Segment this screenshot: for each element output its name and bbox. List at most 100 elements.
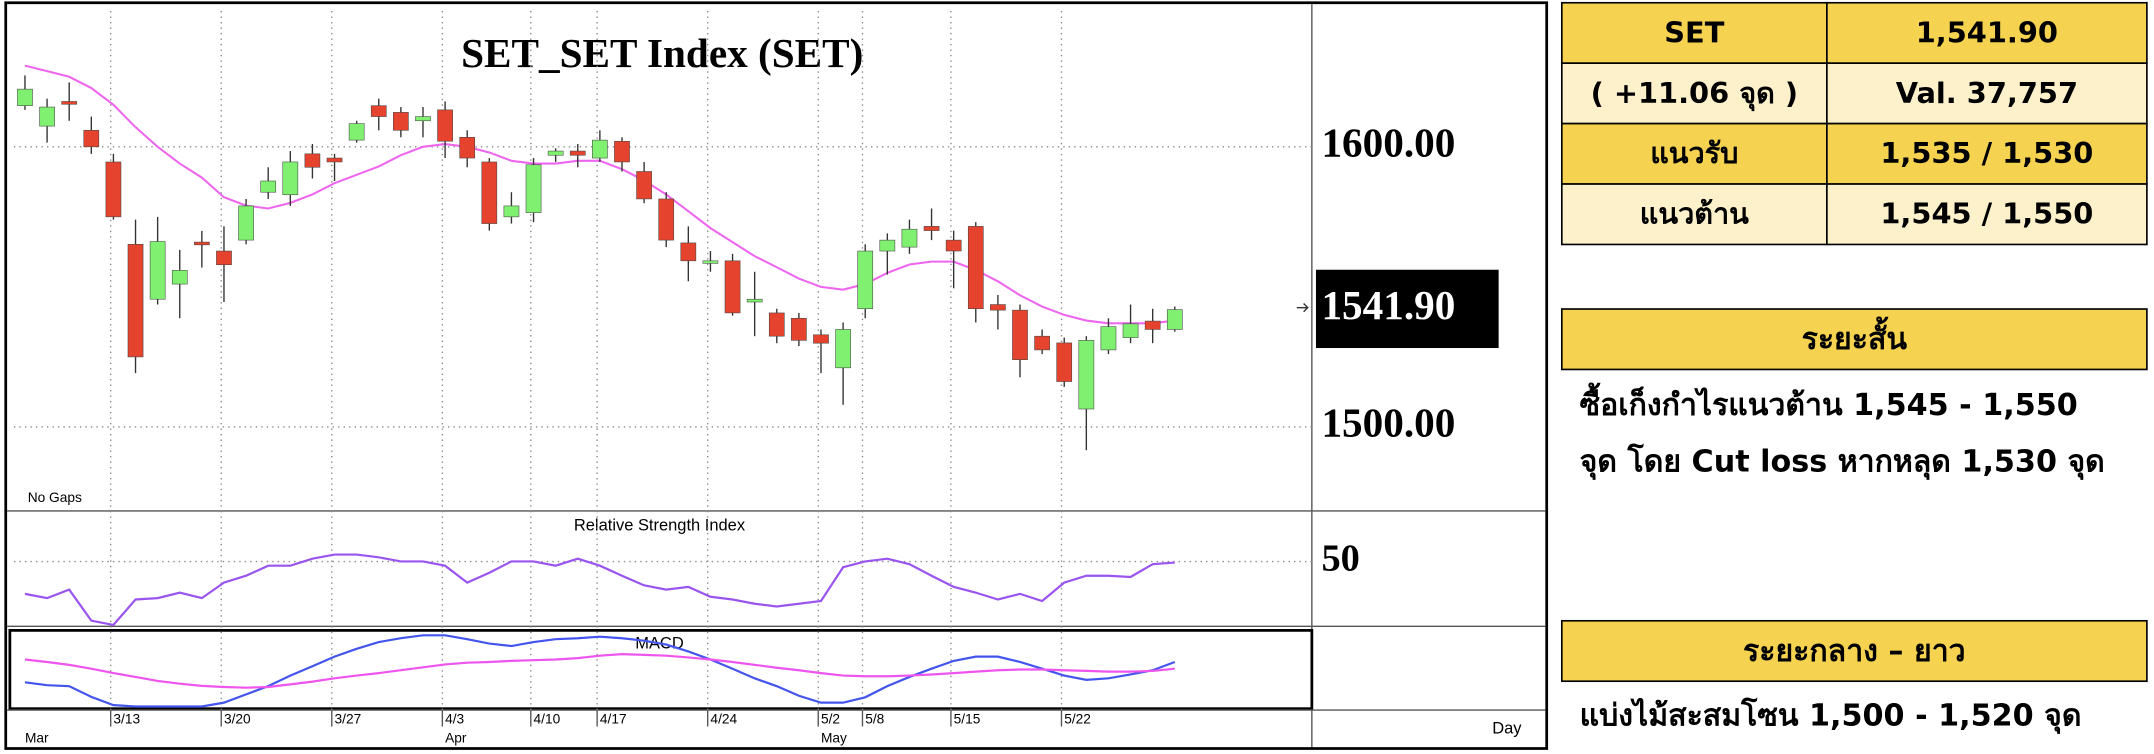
table-cell: [1826, 1, 2148, 65]
candle-body: [282, 161, 299, 196]
candle-body: [105, 161, 122, 218]
table-cell: [1826, 183, 2148, 246]
section-text: จุด โดย Cut loss หากหลุด 1,530 จุด: [1580, 442, 2105, 480]
table-text: 1,535 / 1,530: [1880, 136, 2093, 170]
price-pointer: [1296, 303, 1309, 313]
chart-frame: [4, 1, 1549, 750]
candle-body: [1144, 320, 1161, 330]
y-tick-label: 1600.00: [1321, 119, 1455, 165]
candle-body: [636, 171, 652, 200]
candle-body: [83, 130, 100, 148]
candle-body: [967, 226, 984, 310]
section-header: [1560, 308, 2148, 371]
candle-body: [393, 112, 409, 131]
candle-body: [857, 250, 874, 310]
candle-body: [1166, 309, 1183, 330]
x-tick-label: 4/24: [710, 711, 737, 726]
candle-body: [945, 239, 962, 252]
chart-title: SET_SET Index (SET): [461, 30, 863, 77]
x-tick-label: 3/20: [224, 711, 251, 726]
table-text: 1,545 / 1,550: [1880, 197, 2093, 231]
candle-body: [746, 298, 763, 303]
x-tick-label: 5/8: [865, 711, 884, 726]
candle-body: [702, 260, 719, 264]
candle-body: [658, 198, 675, 241]
x-tick-label: 3/27: [335, 711, 362, 726]
candle-body: [569, 150, 586, 156]
x-tick-label: 5/15: [954, 711, 981, 726]
candle-body: [437, 109, 453, 142]
table-cell: [1826, 62, 2148, 125]
candle-body: [768, 312, 785, 337]
macd-frame: [8, 629, 1314, 711]
candle-body: [1012, 309, 1028, 360]
candle-body: [1034, 335, 1050, 351]
candle-body: [680, 242, 697, 262]
section-header: [1560, 619, 2148, 683]
candle-body: [547, 150, 564, 156]
table-text: Val. 37,757: [1896, 76, 2078, 110]
x-tick-label: 5/22: [1064, 711, 1091, 726]
candle-body: [127, 244, 144, 358]
x-tick-label: 3/13: [113, 711, 140, 726]
candle-body: [813, 334, 829, 344]
candle-body: [61, 101, 78, 105]
candle-body: [503, 205, 520, 218]
y-tick-label: 1500.00: [1321, 399, 1455, 445]
table-text: SET: [1664, 15, 1724, 49]
x-tick-label: 5/2: [821, 711, 840, 726]
candle-body: [525, 164, 542, 213]
candle-body: [260, 180, 277, 193]
candle-body: [370, 105, 387, 117]
candle-body: [901, 228, 918, 248]
x-tick-label: 4/10: [534, 711, 561, 726]
candle-body: [348, 123, 365, 141]
table-text: แนวต้าน: [1640, 197, 1749, 231]
x-axis-label: Day: [1492, 720, 1522, 738]
candle-body: [39, 106, 55, 127]
last-price-box: [1315, 269, 1499, 349]
month-label: May: [821, 731, 847, 746]
section-text: ซื้อเก็งกำไรแนวต้าน 1,545 - 1,550: [1580, 382, 2078, 423]
table-text: แนวรับ: [1650, 136, 1738, 170]
table-text: 1,541.90: [1916, 15, 2058, 49]
candle-body: [990, 304, 1006, 311]
candle-body: [304, 153, 321, 168]
last-price-label: 1541.90: [1321, 282, 1455, 328]
table-text: ( +11.06 จุด ): [1591, 76, 1798, 111]
table-cell: [1560, 62, 1828, 125]
candle-body: [724, 260, 741, 314]
candle-body: [1122, 323, 1139, 338]
table-cell: [1560, 183, 1828, 246]
candle-body: [835, 329, 851, 369]
candle-body: [879, 239, 896, 252]
section-title: ระยะสั้น: [1802, 316, 1908, 357]
candle-body: [171, 270, 188, 285]
candle-body: [481, 161, 498, 224]
candle-body: [614, 140, 630, 163]
x-tick-label: 4/17: [600, 711, 627, 726]
indicator-line: [24, 653, 1175, 689]
candle-body: [238, 205, 254, 241]
candle-body: [1056, 342, 1073, 382]
candle-body: [415, 116, 431, 122]
candle-body: [17, 88, 33, 106]
indicator-line: [24, 634, 1176, 708]
section-title: ระยะกลาง – ยาว: [1743, 634, 1966, 669]
section-text: แบ่งไม้สะสมโซน 1,500 - 1,520 จุด: [1580, 696, 2082, 734]
candle-body: [194, 241, 210, 246]
candle-body: [791, 317, 807, 341]
candle-body: [923, 226, 940, 231]
table-cell: [1560, 122, 1828, 185]
candle-body: [326, 157, 343, 163]
month-label: Mar: [25, 731, 49, 746]
note: No Gaps: [28, 490, 82, 505]
candle-body: [1078, 340, 1095, 410]
table-cell: [1826, 122, 2148, 185]
candle-body: [149, 241, 166, 300]
candle-body: [592, 139, 608, 159]
candle-body: [459, 137, 476, 159]
x-tick-label: 4/3: [445, 711, 464, 726]
